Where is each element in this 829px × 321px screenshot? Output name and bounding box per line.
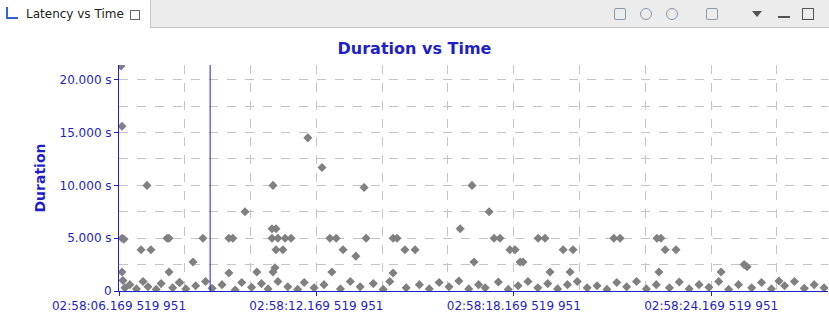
svg-text:Duration vs Time: Duration vs Time [338,39,492,58]
svg-text:02:58:06.169 519 951: 02:58:06.169 519 951 [52,299,186,313]
svg-text:0: 0 [104,284,112,298]
svg-text:02:58:12.169 519 951: 02:58:12.169 519 951 [249,299,383,313]
html-text:Latency vs Time: Latency vs Time [26,7,124,21]
svg-text:20.000 s: 20.000 s [60,73,112,87]
svg-text:10.000 s: 10.000 s [60,179,112,193]
svg-text:Duration: Duration [32,143,48,212]
svg-text:5.000 s: 5.000 s [67,231,111,245]
svg-text:02:58:18.169 519 951: 02:58:18.169 519 951 [447,299,581,313]
svg-text:02:58:24.169 519 951: 02:58:24.169 519 951 [644,299,778,313]
svg-text:15.000 s: 15.000 s [60,126,112,140]
